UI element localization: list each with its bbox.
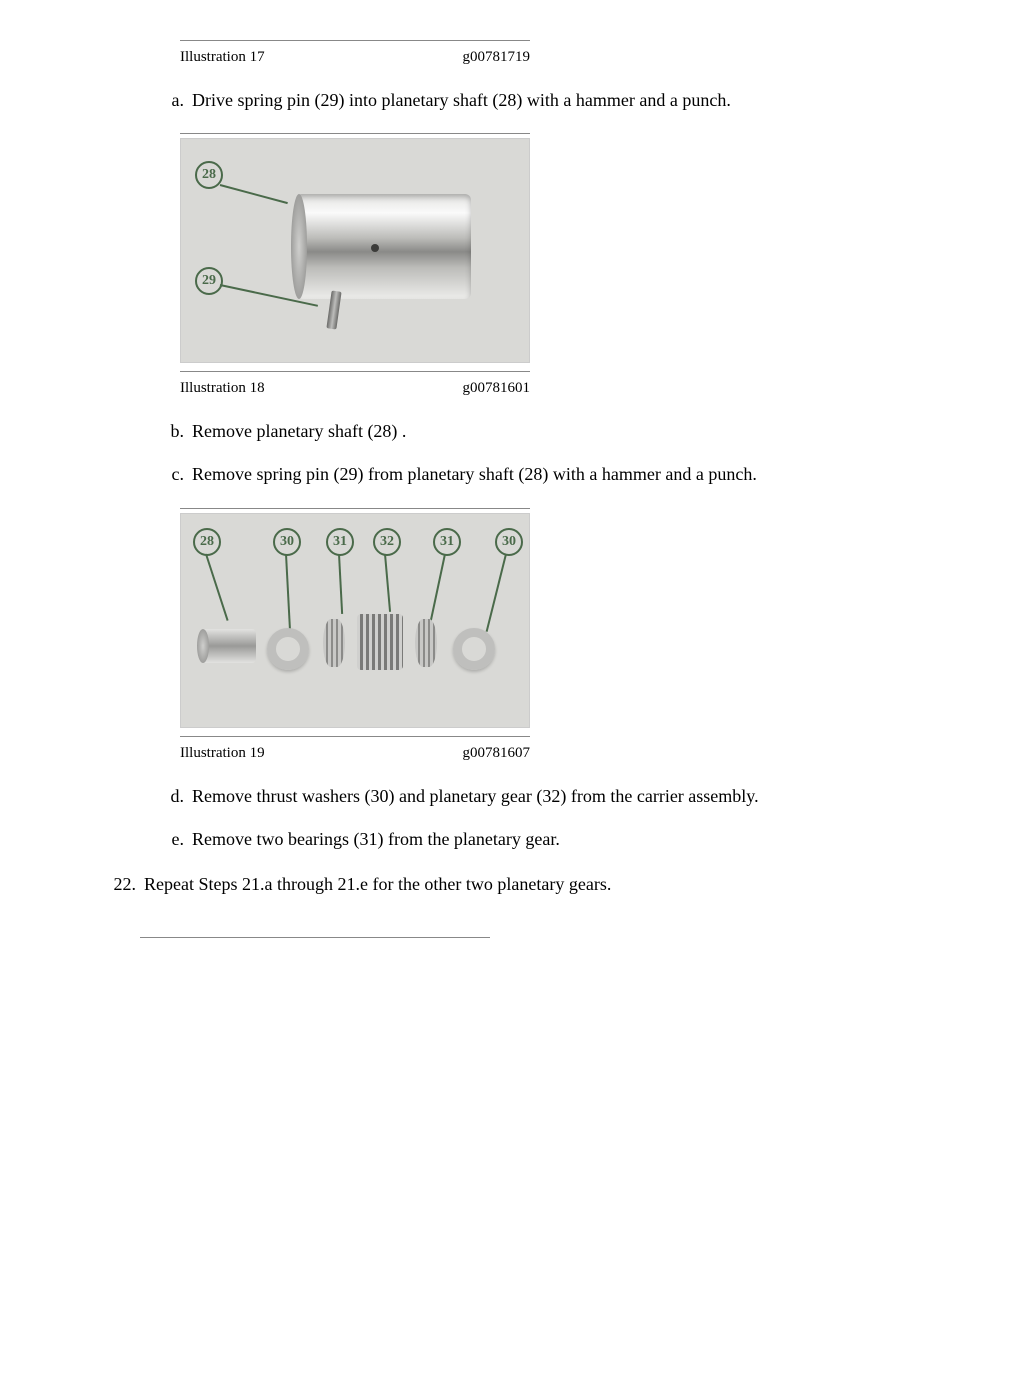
leader-line [486, 553, 507, 631]
step-text: Repeat Steps 21.a through 21.e for the o… [144, 872, 611, 897]
step-text: Remove spring pin (29) from planetary sh… [192, 462, 757, 487]
figure-19: 28 30 31 32 31 30 [180, 508, 530, 728]
figure-19-caption: Illustration 19 g00781607 [180, 736, 530, 764]
leader-line [220, 184, 288, 204]
rule [180, 133, 530, 134]
leader-line [338, 554, 343, 614]
figure-label: Illustration 17 [180, 47, 265, 68]
step-text: Remove planetary shaft (28) . [192, 419, 406, 444]
callout-30: 30 [495, 528, 523, 556]
list-marker: d. [160, 784, 192, 809]
callout-31: 31 [326, 528, 354, 556]
step-d: d. Remove thrust washers (30) and planet… [160, 784, 964, 809]
step-b: b. Remove planetary shaft (28) . [160, 419, 964, 444]
part-shaft-end [197, 629, 209, 663]
shaft-body [296, 194, 471, 299]
figure-19-image: 28 30 31 32 31 30 [180, 513, 530, 728]
list-marker: 22. [100, 872, 144, 897]
figure-17-caption: Illustration 17 g00781719 [180, 40, 530, 68]
rule [180, 736, 530, 737]
part-shaft [201, 629, 256, 663]
rule [140, 937, 490, 938]
step-text: Remove two bearings (31) from the planet… [192, 827, 560, 852]
part-bearing [415, 619, 437, 667]
step-text: Drive spring pin (29) into planetary sha… [192, 88, 731, 113]
rule [180, 371, 530, 372]
part-washer [267, 628, 309, 670]
part-washer [453, 628, 495, 670]
figure-code: g00781719 [463, 47, 531, 68]
rule [180, 40, 530, 41]
leader-line [285, 554, 291, 630]
rule [180, 508, 530, 509]
callout-31: 31 [433, 528, 461, 556]
list-marker: e. [160, 827, 192, 852]
leader-line [384, 553, 391, 611]
figure-code: g00781601 [463, 378, 531, 399]
step-c: c. Remove spring pin (29) from planetary… [160, 462, 964, 487]
part-bearing [323, 619, 345, 667]
callout-30: 30 [273, 528, 301, 556]
callout-28: 28 [193, 528, 221, 556]
figure-18-caption: Illustration 18 g00781601 [180, 371, 530, 399]
step-a: a. Drive spring pin (29) into planetary … [160, 88, 964, 113]
list-marker: c. [160, 462, 192, 487]
part-gear [357, 614, 403, 670]
figure-18-image: 28 29 [180, 138, 530, 363]
step-e: e. Remove two bearings (31) from the pla… [160, 827, 964, 852]
step-text: Remove thrust washers (30) and planetary… [192, 784, 759, 809]
figure-label: Illustration 19 [180, 743, 265, 764]
leader-line [205, 553, 229, 620]
leader-line [430, 553, 446, 620]
list-marker: a. [160, 88, 192, 113]
step-22: 22. Repeat Steps 21.a through 21.e for t… [100, 872, 964, 897]
list-marker: b. [160, 419, 192, 444]
figure-label: Illustration 18 [180, 378, 265, 399]
callout-32: 32 [373, 528, 401, 556]
callout-29: 29 [195, 267, 223, 295]
figure-18: 28 29 [180, 133, 530, 363]
figure-code: g00781607 [463, 743, 531, 764]
shaft-end [291, 194, 307, 299]
